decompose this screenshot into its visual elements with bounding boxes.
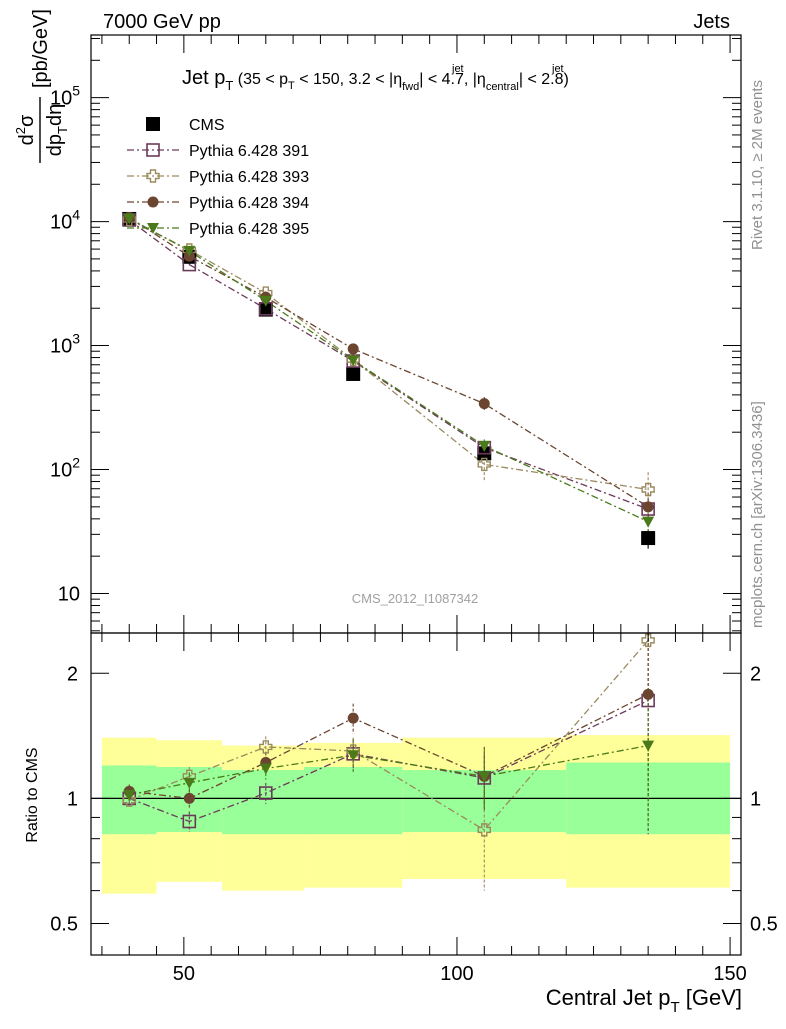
legend-label-pythia-6-428-393: Pythia 6.428 393 [189, 169, 309, 186]
ratio-line-pythia-6-428-394 [129, 693, 649, 800]
ratio-point-pythia-6-428-391 [258, 786, 273, 800]
y-title-numerator: d2σ [13, 114, 38, 145]
ratio-point-pythia-6-428-395 [183, 777, 196, 789]
main-point-cms [258, 302, 273, 317]
legend-label-pythia-6-428-391: Pythia 6.428 391 [189, 143, 309, 160]
inner-band-segment [304, 767, 403, 835]
ratio-y-tick-label-right: 2 [750, 663, 761, 685]
ratio-point-pythia-6-428-394 [183, 792, 195, 804]
header-left-text: 7000 GeV pp [103, 11, 221, 33]
x-tick-label: 100 [440, 963, 473, 985]
y-tick-label: 105 [50, 83, 80, 110]
legend-marker-pythia-6-428-393 [146, 169, 160, 183]
rivet-version-label: Rivet 3.1.10, ≥ 2M events [749, 80, 766, 250]
main-line-pythia-6-428-395 [128, 217, 649, 523]
ratio-point-pythia-6-428-395 [347, 750, 360, 762]
ratio-point-pythia-6-428-394 [347, 712, 359, 724]
ratio-line-pythia-6-428-391 [129, 699, 649, 823]
ratio-point-pythia-6-428-393 [477, 823, 491, 837]
axis-ticks [91, 35, 741, 955]
main-point-cms [641, 531, 656, 546]
main-point-pythia-6-428-395 [123, 213, 136, 225]
ratio-uncertainty-bands [91, 735, 741, 894]
legend-marker-pythia-6-428-394 [147, 196, 159, 208]
series-markers [122, 211, 656, 837]
y-tick-label: 102 [50, 455, 80, 482]
main-point-pythia-6-428-394 [347, 343, 359, 355]
y-title-units: [pb/GeV] [30, 9, 52, 88]
ratio-point-pythia-6-428-391 [182, 814, 197, 829]
main-point-pythia-6-428-394 [642, 501, 654, 513]
ratio-point-pythia-6-428-393 [641, 633, 655, 648]
ratio-point-pythia-6-428-393 [346, 744, 360, 758]
legend-marker-cms [146, 117, 160, 131]
ratio-y-tick-label-right: 0.5 [750, 914, 778, 936]
legend-marker-pythia-6-428-391 [146, 143, 160, 157]
ratio-y-tick-label: 2 [67, 663, 78, 685]
main-point-pythia-6-428-393 [477, 457, 491, 472]
x-tick-label: 50 [173, 963, 195, 985]
main-point-pythia-6-428-395 [183, 245, 196, 257]
axis-labels: 50 100 150 10 102 103 104 105 0.5 0.5 1 1 2 2 Central … [13, 9, 778, 1016]
series-lines [128, 216, 649, 831]
main-point-pythia-6-428-393 [641, 482, 655, 497]
ratio-plot-frame [90, 632, 742, 956]
ratio-point-pythia-6-428-393 [122, 793, 136, 807]
plot-frames [90, 34, 742, 956]
ratio-y-tick-label: 0.5 [50, 914, 78, 936]
mcplots-label: mcplots.cern.ch [arXiv:1306.3436] [749, 401, 766, 628]
legend-label-pythia-6-428-394: Pythia 6.428 394 [189, 195, 309, 212]
legend-label-cms: CMS [189, 117, 225, 134]
ratio-point-pythia-6-428-393 [259, 740, 273, 754]
ratio-y-tick-label-right: 1 [750, 788, 761, 810]
legend-marker-pythia-6-428-395 [147, 223, 159, 234]
x-axis-title: Central Jet pT [GeV] [546, 985, 742, 1016]
title-jet-superscript: jet [451, 63, 464, 75]
ratio-y-tick-label: 1 [67, 788, 78, 810]
header-right-text: Jets [693, 11, 730, 33]
main-point-pythia-6-428-395 [478, 440, 491, 452]
legend: CMS Pythia 6.428 391 Pythia 6.428 393 Pythi… [127, 117, 309, 238]
inner-band-segment [222, 770, 305, 835]
main-point-pythia-6-428-395 [642, 516, 655, 528]
y-tick-label: 104 [50, 207, 80, 234]
ratio-point-pythia-6-428-394 [642, 688, 654, 700]
title-jet-superscript: jet [551, 63, 564, 75]
y-title-denominator: dpTdη [44, 104, 70, 156]
ratio-y-axis-title: Ratio to CMS [24, 747, 41, 842]
y-tick-label: 103 [50, 331, 80, 358]
ratio-line-pythia-6-428-393 [128, 639, 649, 831]
main-line-pythia-6-428-393 [128, 218, 649, 491]
x-tick-label: 150 [713, 963, 746, 985]
main-point-pythia-6-428-394 [478, 398, 490, 410]
y-tick-label: 10 [58, 583, 80, 605]
main-point-cms [346, 366, 361, 381]
ratio-point-pythia-6-428-395 [478, 771, 491, 783]
ratio-point-pythia-6-428-395 [259, 763, 272, 775]
main-point-pythia-6-428-395 [347, 355, 360, 367]
ratio-point-pythia-6-428-395 [123, 789, 136, 801]
legend-label-pythia-6-428-395: Pythia 6.428 395 [189, 221, 309, 238]
plot-title: Jet pT (35 < pT < 150, 3.2 < |ηfwd| < 4.… [182, 67, 569, 93]
ratio-line-pythia-6-428-395 [129, 744, 649, 796]
main-point-pythia-6-428-395 [259, 295, 272, 307]
ratio-point-pythia-6-428-395 [642, 740, 655, 752]
main-line-pythia-6-428-391 [128, 219, 649, 510]
analysis-watermark: CMS_2012_I1087342 [352, 591, 479, 606]
main-line-pythia-6-428-394 [128, 216, 649, 508]
